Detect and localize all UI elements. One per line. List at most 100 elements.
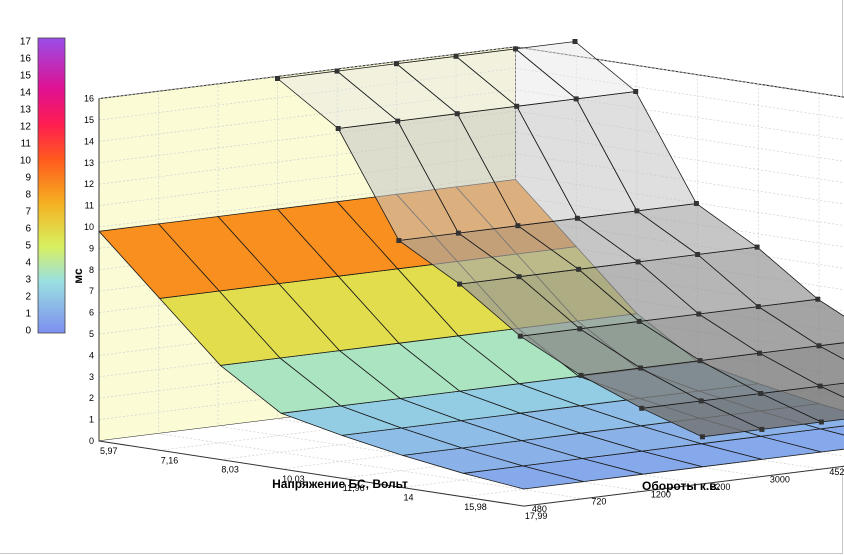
colorbar-tick-label: 10 [20,156,32,167]
surface-cell [98,223,221,299]
colorbar-tick-label: 6 [25,224,31,235]
colorbar-tick-label: 5 [25,241,31,252]
colorbar-tick-label: 2 [25,292,31,303]
gray-surface-marker [755,304,761,310]
colorbar-tick-label: 13 [20,105,32,116]
rpm-tick-label: 720 [591,497,606,507]
gray-surface-marker [693,201,699,206]
z-tick-label: 3 [89,372,94,382]
gray-surface-marker [335,126,341,131]
z-tick-label: 10 [84,222,94,232]
colorbar-tick-label: 15 [20,71,32,82]
voltage-tick-label: 8,03 [221,465,239,475]
gray-surface-marker [457,281,463,287]
colorbar-tick-label: 16 [20,54,32,65]
z-axis-title: мс [71,268,85,284]
gray-surface-marker [758,391,764,396]
gray-surface-marker [455,230,461,236]
gray-surface-marker [514,103,520,109]
gray-surface-marker [757,350,762,356]
colorbar-tick-label: 14 [20,88,32,99]
z-tick-label: 1 [89,415,94,425]
gray-surface-marker [513,46,518,52]
colorbar-tick-label: 17 [20,37,32,48]
gray-surface-marker [634,208,640,214]
gray-surface-marker [695,252,701,257]
z-tick-label: 15 [84,115,94,125]
voltage-tick-label: 5,97 [100,446,118,456]
grid-line-rpm [158,91,584,500]
z-tick-label: 9 [89,243,94,253]
gray-surface-marker [573,96,579,102]
gray-surface-marker [334,68,340,74]
gray-surface-marker [754,244,760,250]
gray-surface-marker [396,238,402,243]
gray-surface-marker [572,39,578,44]
z-tick-label: 13 [84,158,94,168]
rpm-tick-label: 1200 [651,489,671,499]
z-tick-label: 16 [84,94,94,104]
gray-surface-marker [395,118,401,124]
colorbar-tick-label: 12 [20,122,32,133]
gray-surface-marker [635,259,641,265]
colorbar-tick-label: 0 [25,326,31,337]
colorbar-tick-label: 8 [25,190,31,201]
gray-surface-marker [576,266,582,272]
colorbar-tick-label: 9 [25,173,31,184]
gray-surface-marker [697,358,703,364]
rpm-tick-label: 480 [532,504,547,514]
gray-surface-marker [636,318,642,324]
voltage-tick-label: 15,98 [464,502,487,512]
grid-line-rpm [277,76,703,485]
gray-surface-marker [698,398,704,404]
colorbar-tick-label: 7 [25,207,31,218]
grid-line-rpm [217,83,643,492]
rpm-tick-label: 3000 [770,475,790,485]
voltage-axis-line [98,440,524,507]
gray-surface-marker [453,53,459,59]
gray-surface-cell [817,342,844,360]
z-tick-label: 14 [84,136,94,146]
gray-surface-marker [639,405,645,411]
z-tick-label: 0 [89,436,94,446]
gray-surface-marker [699,434,705,440]
gray-surface-marker [515,223,521,229]
z-tick-label: 11 [85,201,94,211]
voltage-tick-label: 10,03 [282,474,305,484]
colorbar-tick-label: 1 [25,309,31,320]
z-tick-label: 2 [89,393,94,403]
gray-surface-marker [454,111,460,117]
gray-surface-marker [633,89,639,94]
gray-surface-marker [577,326,583,332]
gray-surface [275,39,844,440]
gray-surface-marker [696,311,702,317]
gray-surface-marker [516,274,522,280]
gray-surface-marker [517,333,523,339]
colorbar-tick-label: 3 [25,275,31,286]
colorbar-gradient [37,37,66,334]
z-tick-label: 8 [89,265,94,275]
voltage-tick-label: 14 [404,493,414,503]
gray-surface-marker [818,419,824,425]
voltage-tick-label: 7,16 [161,455,179,465]
gray-surface-cell [818,382,844,398]
colorbar-tick-label: 11 [21,139,32,150]
rpm-tick-label: 2200 [710,482,730,492]
colorbar-tick-label: 4 [25,258,31,269]
gray-surface-marker [574,215,580,221]
gray-surface-marker [638,365,643,371]
x-axis-title: Напряжение БС, Вольт [272,477,408,491]
gray-surface-marker [816,343,822,349]
gray-surface-marker [759,426,765,432]
z-tick-label: 7 [89,286,94,296]
voltage-tick-label: 11,96 [343,483,365,493]
gray-surface-marker [817,383,823,389]
chart-axes: 0123456789101112131415165,977,168,0310,0… [84,94,844,521]
rpm-axis-line [523,465,844,507]
z-tick-label: 5 [89,329,94,339]
gray-surface-marker [394,61,399,67]
gray-surface-marker [275,76,280,81]
